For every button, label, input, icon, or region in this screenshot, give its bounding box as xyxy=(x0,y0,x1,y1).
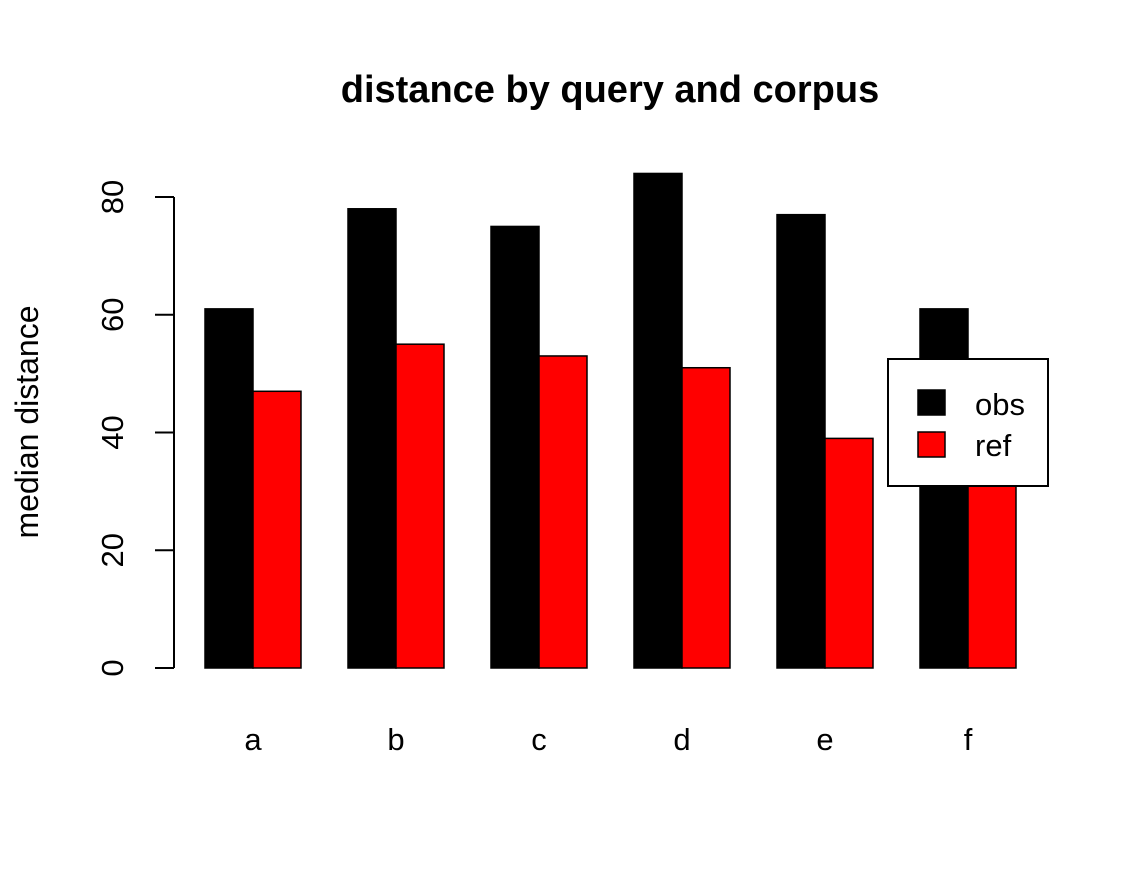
x-category-label-d: d xyxy=(673,722,690,757)
x-category-label-f: f xyxy=(964,722,973,757)
y-tick-label-20: 20 xyxy=(95,533,130,567)
y-axis-label: median distance xyxy=(9,305,45,538)
legend-label-ref: ref xyxy=(975,428,1012,463)
x-category-label-c: c xyxy=(531,722,547,757)
bar-ref-a xyxy=(252,390,302,669)
bar-obs-c xyxy=(490,225,540,669)
bar-ref-d xyxy=(681,366,731,669)
bar-obs-e xyxy=(776,213,826,669)
bar-obs-d xyxy=(633,172,683,669)
category-labels: a b c d e f xyxy=(244,722,972,757)
legend-swatch-ref xyxy=(917,431,946,458)
legend: obs ref xyxy=(887,358,1049,487)
bar-ref-b xyxy=(395,343,445,669)
bar-ref-f xyxy=(967,472,1017,669)
legend-label-obs: obs xyxy=(975,387,1025,422)
bar-ref-c xyxy=(538,355,588,669)
y-tick-label-40: 40 xyxy=(95,415,130,449)
y-tick-label-0: 0 xyxy=(95,659,130,676)
bar-obs-b xyxy=(347,208,397,669)
y-axis: 0 20 40 60 80 xyxy=(95,180,175,677)
x-category-label-b: b xyxy=(387,722,404,757)
chart-title: distance by query and corpus xyxy=(341,69,879,111)
x-category-label-e: e xyxy=(816,722,833,757)
y-tick-label-80: 80 xyxy=(95,180,130,214)
y-tick-label-60: 60 xyxy=(95,298,130,332)
bar-ref-e xyxy=(824,437,874,669)
x-category-label-a: a xyxy=(244,722,262,757)
bar-obs-a xyxy=(204,308,254,669)
legend-swatch-obs xyxy=(917,389,946,416)
legend-box xyxy=(887,358,1049,487)
